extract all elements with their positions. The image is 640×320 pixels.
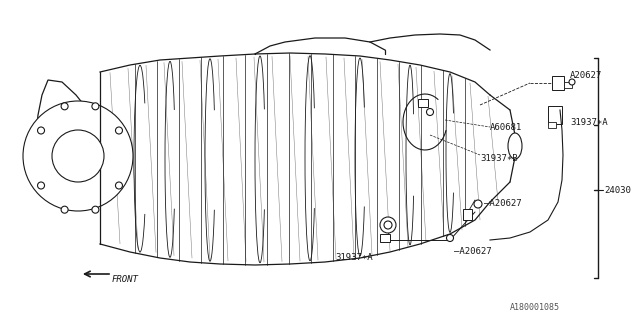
- Circle shape: [61, 103, 68, 110]
- Circle shape: [61, 206, 68, 213]
- Circle shape: [52, 130, 104, 182]
- Bar: [418, 99, 428, 107]
- Bar: [463, 209, 472, 220]
- Circle shape: [384, 221, 392, 229]
- Text: A20627: A20627: [570, 70, 602, 79]
- Circle shape: [92, 103, 99, 110]
- Text: 31937∗A: 31937∗A: [570, 117, 607, 126]
- Text: —A20627: —A20627: [484, 199, 522, 209]
- Text: 31937∗A: 31937∗A: [335, 252, 372, 261]
- Text: —A20627: —A20627: [454, 247, 492, 257]
- Bar: [552, 76, 564, 90]
- Polygon shape: [36, 80, 106, 207]
- Text: 31937∗B: 31937∗B: [480, 154, 518, 163]
- Circle shape: [38, 127, 45, 134]
- Circle shape: [426, 108, 433, 116]
- Text: 24030: 24030: [604, 186, 631, 195]
- Circle shape: [474, 200, 482, 208]
- Circle shape: [23, 101, 133, 211]
- Circle shape: [38, 182, 45, 189]
- Circle shape: [92, 206, 99, 213]
- Circle shape: [569, 79, 575, 85]
- Bar: [548, 122, 556, 128]
- Circle shape: [115, 182, 122, 189]
- Circle shape: [380, 217, 396, 233]
- Text: A180001085: A180001085: [510, 303, 560, 313]
- Text: FRONT: FRONT: [112, 276, 139, 284]
- Bar: [548, 106, 562, 124]
- Bar: [380, 234, 390, 242]
- Circle shape: [447, 235, 454, 242]
- Ellipse shape: [508, 133, 522, 159]
- Text: A60681: A60681: [490, 123, 522, 132]
- Circle shape: [115, 127, 122, 134]
- Bar: [564, 82, 572, 88]
